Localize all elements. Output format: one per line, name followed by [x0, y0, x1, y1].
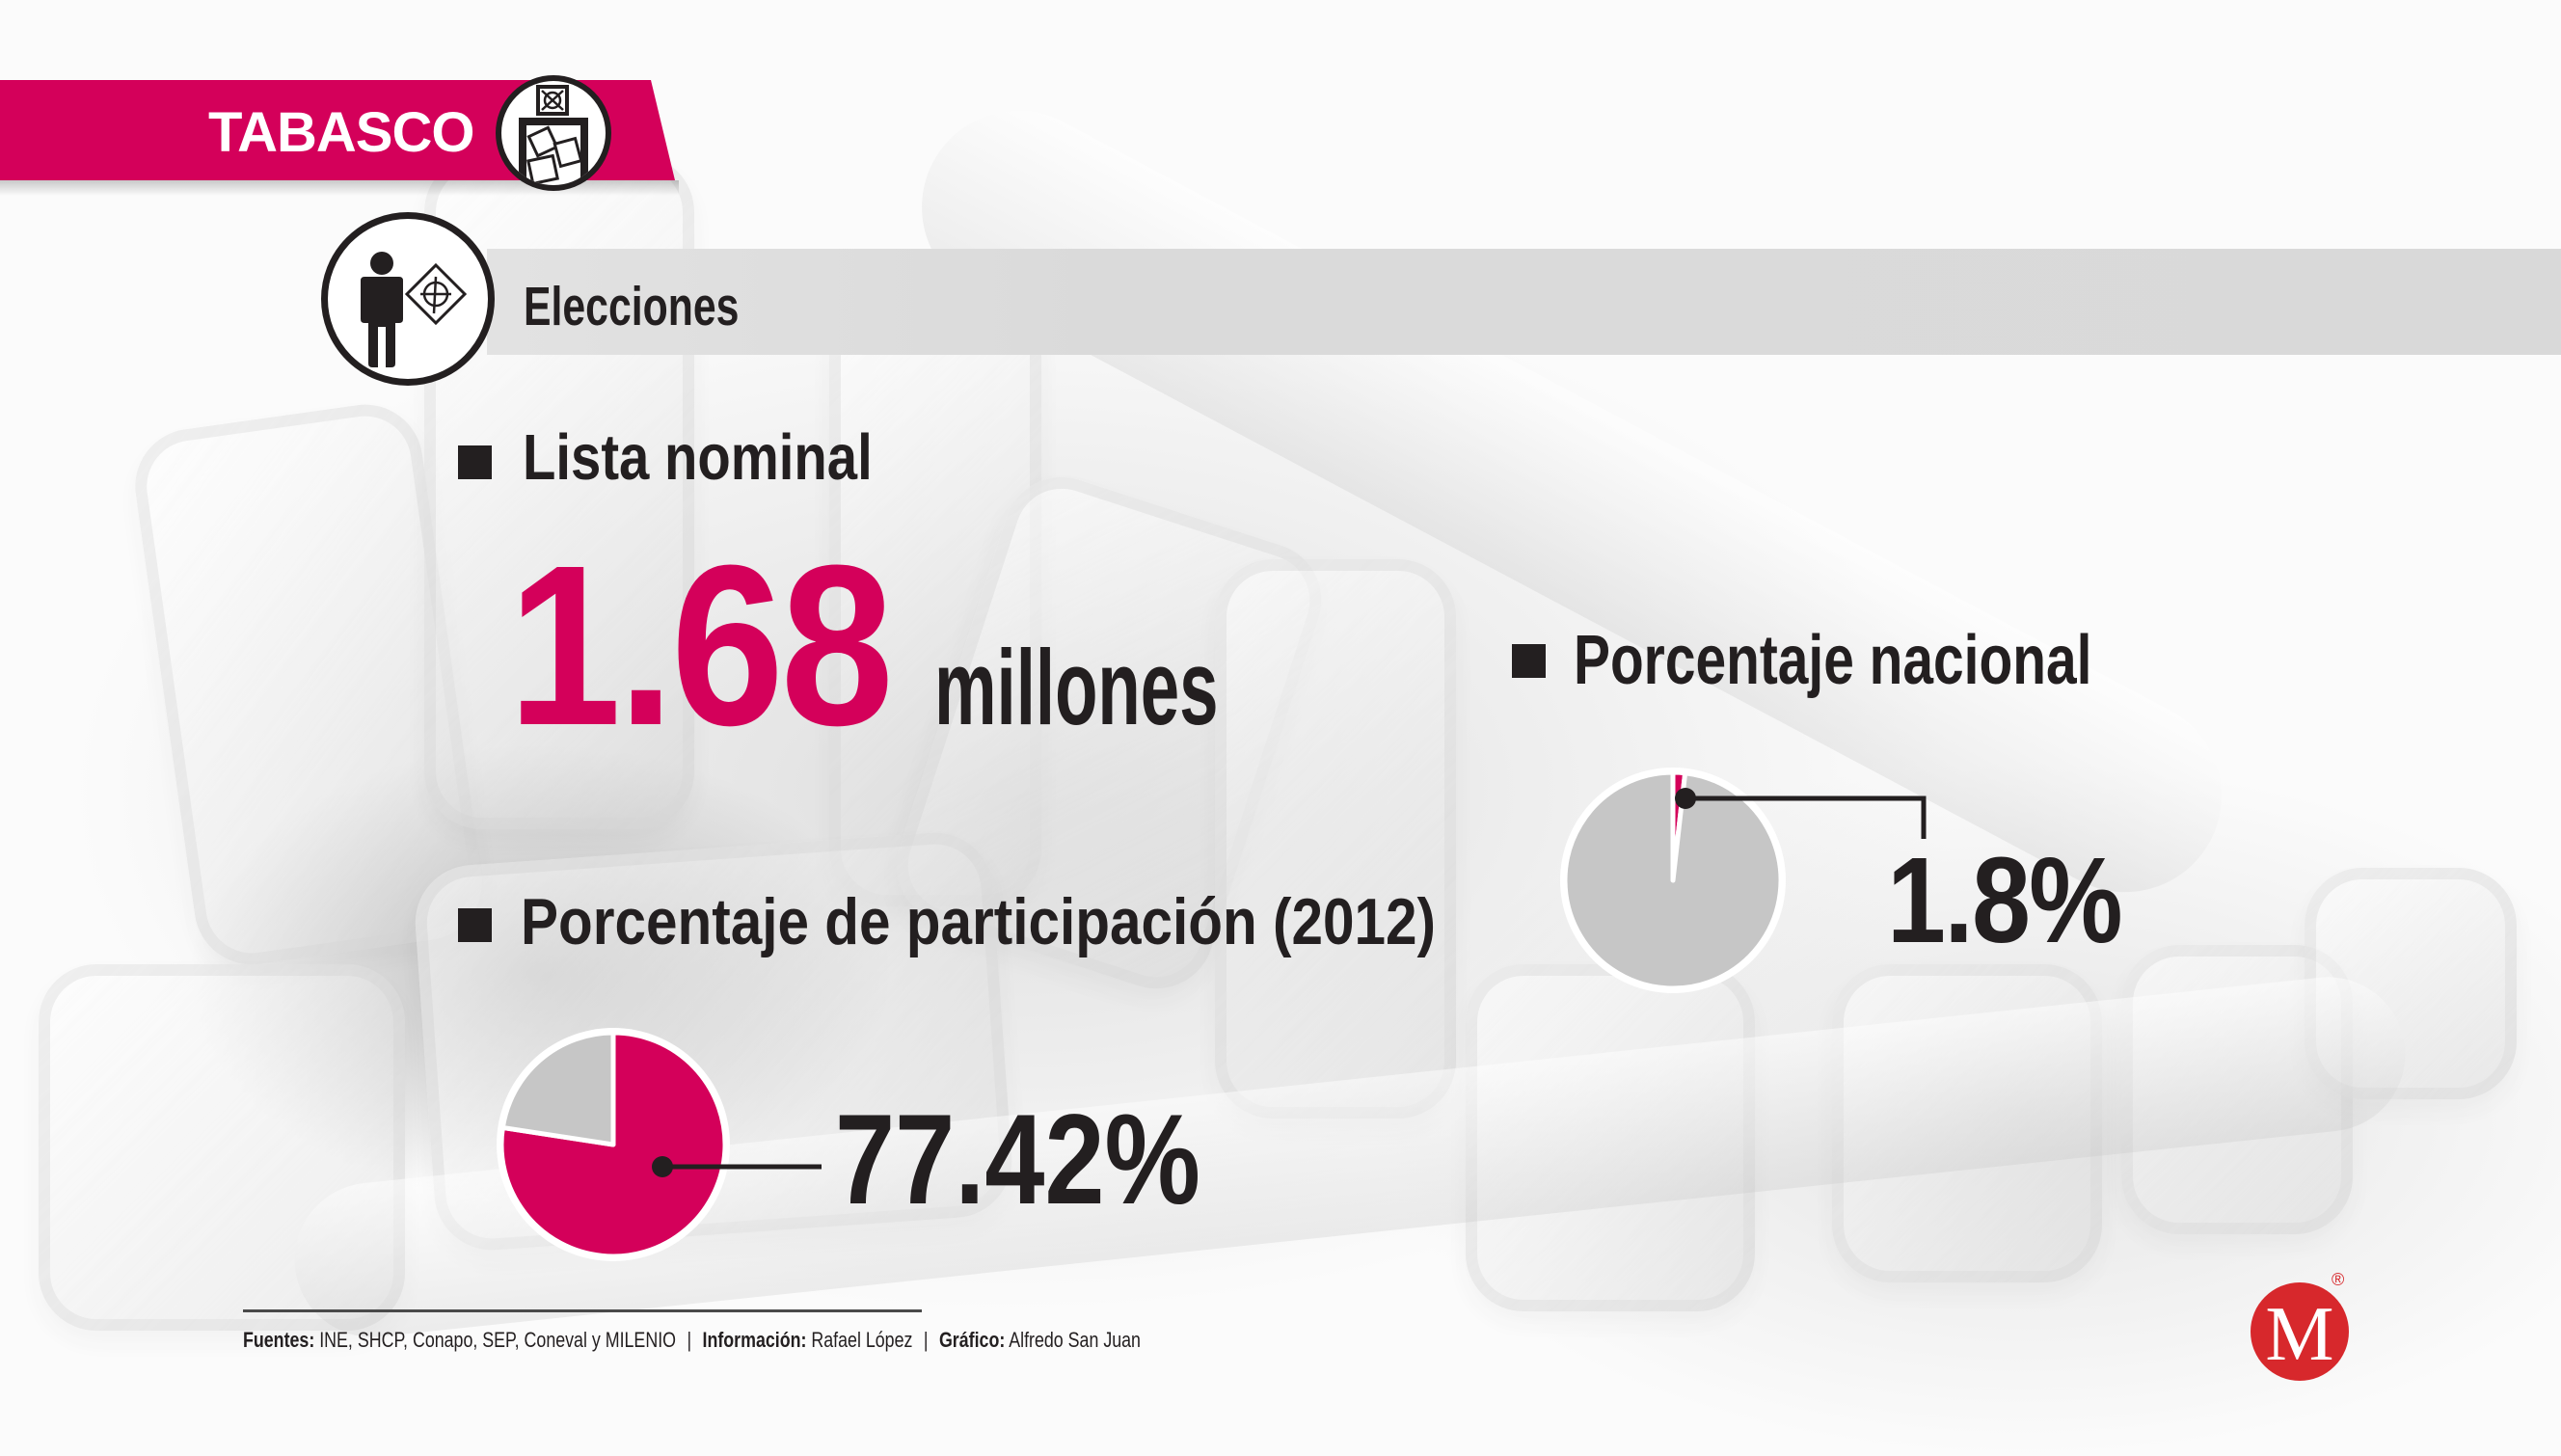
nacional-label: Porcentaje nacional [1574, 622, 2092, 699]
banner-shadow [0, 180, 679, 196]
sources-text: INE, SHCP, Conapo, SEP, Coneval y MILENI… [319, 1328, 677, 1352]
participacion-connector-dot [652, 1156, 673, 1177]
info-label: Información: [702, 1328, 807, 1352]
background-shape [1832, 964, 2102, 1282]
pie-participacion [497, 1028, 730, 1261]
nacional-connector-line [1685, 795, 1927, 839]
section-title: Elecciones [524, 276, 740, 337]
state-title: TABASCO [208, 101, 474, 164]
participacion-data-label: 77.42% [835, 1089, 1200, 1231]
pie-slice-remainder [499, 1030, 616, 1147]
footer-separator: | [687, 1328, 692, 1352]
info-text: Rafael López [811, 1328, 913, 1352]
graphic-text: Alfredo San Juan [1009, 1328, 1141, 1352]
background-shape [2305, 868, 2517, 1099]
sources-label: Fuentes: [243, 1328, 315, 1352]
footer-separator: | [923, 1328, 929, 1352]
nacional-connector-dot [1675, 788, 1696, 809]
background-shape [39, 964, 405, 1331]
pie-slice-highlight [499, 1030, 728, 1259]
bullet-square [458, 445, 492, 479]
graphic-label: Gráfico: [938, 1328, 1006, 1352]
nacional-data-label: 1.8% [1887, 832, 2123, 968]
milenio-logo: M [2251, 1282, 2349, 1381]
bullet-square [458, 908, 492, 942]
bullet-square [1512, 644, 1546, 678]
participacion-label: Porcentaje de participación (2012) [521, 885, 1437, 958]
lista-nominal-unit: millones [934, 629, 1219, 747]
ballot-box-icon [496, 75, 611, 191]
lista-nominal-label: Lista nominal [523, 421, 873, 494]
voter-icon [321, 212, 495, 386]
pie-slice-remainder [1562, 769, 1784, 991]
background-shape [1466, 964, 1755, 1311]
registered-mark: ® [2332, 1270, 2345, 1289]
lista-nominal-value: 1.68 [508, 518, 894, 773]
pie-nacional [1560, 768, 1786, 993]
footer-credits: Fuentes: INE, SHCP, Conapo, SEP, Coneval… [243, 1330, 1141, 1351]
background-shape [1215, 559, 1456, 1119]
footer-divider [243, 1309, 922, 1312]
logo-letter: M [2265, 1292, 2334, 1377]
section-header-bar [487, 249, 2561, 355]
